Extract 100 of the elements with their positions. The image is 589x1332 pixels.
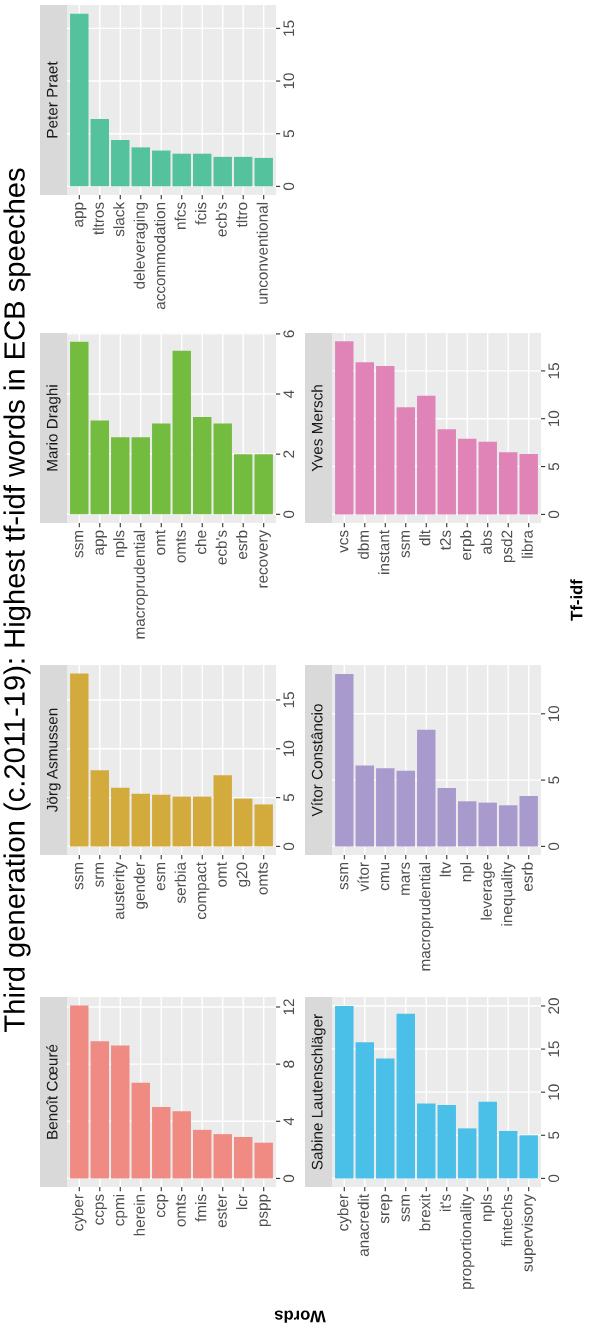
bar: [355, 765, 374, 847]
x-tick-label: tltros: [92, 202, 104, 235]
bar: [355, 362, 374, 515]
x-tick-label: inequality: [501, 861, 516, 926]
bar: [458, 801, 477, 847]
y-axis-title: Tf-idf: [570, 579, 583, 621]
x-tick-label: ester: [216, 1194, 227, 1228]
x-tick-label: fintechs: [501, 1194, 513, 1247]
x-tick-label: srep: [381, 1194, 393, 1224]
x-tick-label: omts: [175, 530, 186, 563]
text: Third generation (c.2011-19): Highest tf-idf words in ECB speeches: [3, 168, 31, 1032]
bar: [376, 768, 395, 847]
y-tick-label: 15: [283, 20, 295, 36]
x-tick-label: ecb's: [215, 202, 227, 237]
x-tick-label: esrb: [521, 862, 533, 892]
bar: [152, 1107, 171, 1179]
x-tick-label: slack: [113, 201, 125, 237]
bar: [172, 153, 191, 187]
bar: [458, 1128, 477, 1179]
x-tick-label: cpmi: [113, 1194, 128, 1226]
bar: [111, 140, 130, 187]
bar: [376, 1058, 395, 1179]
x-tick-label: supervisory: [521, 1193, 536, 1272]
x-tick-label: anacredit: [357, 1194, 369, 1257]
y-tick-label: 0: [283, 1174, 295, 1183]
bar: [90, 770, 109, 847]
x-tick-label: instant: [378, 530, 390, 574]
y-tick-label: 5: [548, 1131, 560, 1139]
bar: [131, 437, 150, 515]
x-tick-label: npls: [480, 1194, 495, 1221]
x-tick-label: recovery: [259, 529, 271, 588]
text: Vítor Constâncio: [311, 704, 323, 817]
x-axis-title: Words: [274, 1310, 326, 1323]
x-tick-label: leverage: [480, 862, 495, 920]
bar: [254, 804, 273, 847]
y-tick-label: 5: [548, 462, 560, 471]
x-tick-label: austerity: [113, 861, 128, 920]
x-tick-label: herein: [133, 1194, 145, 1236]
bar: [519, 1135, 538, 1179]
bar: [499, 805, 518, 847]
x-tick-label: app: [95, 530, 107, 555]
y-tick-label: 4: [283, 390, 295, 398]
x-tick-label: dlt: [419, 530, 431, 546]
bar: [254, 157, 273, 187]
y-tick-label: 15: [283, 692, 295, 708]
bar: [90, 1041, 109, 1179]
x-tick-label: cyber: [337, 1194, 352, 1231]
bar: [478, 441, 497, 515]
x-tick-label: ssm: [401, 530, 410, 558]
x-tick-label: npl: [460, 862, 475, 882]
bar: [417, 729, 436, 847]
bar: [172, 796, 191, 847]
x-tick-label: abs: [480, 530, 492, 554]
bar: [519, 796, 538, 847]
y-tick-label: 5: [548, 776, 560, 784]
bar: [193, 796, 212, 847]
x-tick-label: esrb: [236, 530, 248, 560]
bar: [111, 437, 130, 515]
bar: [234, 798, 253, 847]
x-tick-label: fmis: [195, 1194, 207, 1222]
x-tick-label: che: [195, 530, 207, 554]
bar: [458, 438, 477, 515]
x-tick-label: macroprudential: [133, 530, 148, 639]
y-tick-label: 0: [283, 510, 295, 518]
x-tick-label: t2s: [440, 530, 451, 551]
x-tick-label: vítor: [357, 862, 369, 892]
bar: [172, 1111, 191, 1179]
y-tick-label: 15: [548, 363, 560, 379]
y-tick-label: 10: [548, 1084, 560, 1100]
x-tick-label: g20: [236, 862, 251, 887]
y-tick-label: 5: [283, 130, 295, 138]
y-tick-label: 10: [548, 410, 560, 427]
x-tick-label: srm: [95, 862, 104, 887]
x-tick-label: ccp: [156, 1194, 169, 1218]
bar: [335, 1005, 354, 1179]
bar: [376, 366, 395, 515]
y-tick-label: 4: [283, 1117, 295, 1126]
y-tick-label: 0: [548, 1174, 560, 1183]
x-tick-label: tltro: [236, 202, 248, 228]
bar: [152, 423, 171, 515]
x-tick-label: app: [75, 202, 87, 227]
bar: [193, 416, 212, 515]
bar: [396, 1013, 415, 1179]
text: Mario Draghi: [46, 385, 61, 471]
x-tick-label: deleveraging: [133, 202, 148, 289]
y-tick-label: 20: [548, 998, 560, 1014]
x-tick-label: nfcs: [174, 202, 186, 229]
y-tick-label: 10: [548, 705, 560, 722]
x-tick-label: ssm: [75, 530, 84, 558]
y-tick-label: 10: [283, 740, 295, 757]
bar: [499, 452, 518, 515]
x-tick-label: pspp: [259, 1194, 271, 1227]
bar: [478, 802, 497, 847]
y-tick-label: 12: [283, 999, 295, 1015]
x-tick-label: ccps: [95, 1194, 107, 1225]
bar: [234, 454, 253, 515]
x-tick-label: omts: [257, 862, 268, 895]
bar: [519, 454, 538, 515]
x-tick-label: ssm: [75, 862, 84, 890]
x-tick-label: macroprudential: [419, 862, 434, 971]
